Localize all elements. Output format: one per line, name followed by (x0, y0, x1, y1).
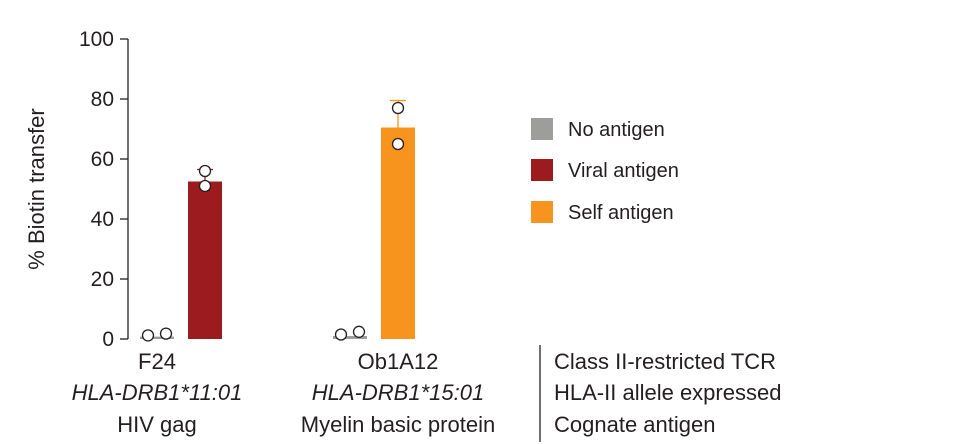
chart-legend: No antigen Viral antigen Self antigen (531, 118, 679, 224)
y-tick-label: 80 (91, 88, 114, 111)
legend-label: Viral antigen (568, 160, 679, 182)
data-point (159, 327, 173, 340)
legend-swatch (531, 201, 553, 223)
bar (333, 336, 367, 339)
row-label: HLA-II allele expressed (554, 380, 781, 405)
data-point (352, 325, 366, 338)
data-point (198, 179, 212, 193)
legend-label: No antigen (568, 119, 665, 141)
bar (140, 336, 174, 339)
category-label: Myelin basic protein (301, 412, 495, 437)
y-axis-label: % Biotin transfer (24, 108, 49, 269)
chart-bars (140, 99, 415, 342)
y-tick-label: 100 (79, 28, 114, 51)
y-tick-label: 60 (91, 148, 114, 171)
bar (188, 181, 222, 339)
y-tick-label: 20 (91, 268, 114, 291)
category-label: HIV gag (117, 412, 197, 437)
data-point (334, 328, 348, 341)
legend-label: Self antigen (568, 202, 674, 224)
legend-swatch (531, 159, 553, 181)
row-label: Cognate antigen (554, 412, 715, 437)
category-label: HLA-DRB1*11:01 (72, 380, 243, 405)
category-label: F24 (138, 349, 176, 374)
category-label: HLA-DRB1*15:01 (312, 380, 484, 405)
data-point (391, 137, 405, 151)
y-tick-label: 0 (102, 328, 114, 351)
chart-axes: 0 20 40 60 80 100 % Biotin transfer (24, 28, 129, 351)
data-point (141, 329, 155, 342)
row-label: Class II-restricted TCR (554, 349, 776, 374)
row-labels: Class II-restricted TCR HLA-II allele exp… (539, 345, 781, 442)
category-labels: F24 HLA-DRB1*11:01 HIV gag Ob1A12 HLA-DRB1*1… (72, 349, 496, 437)
legend-swatch (531, 118, 553, 140)
y-tick-label: 40 (91, 208, 114, 231)
data-point (198, 164, 212, 178)
category-label: Ob1A12 (358, 349, 439, 374)
data-point (391, 101, 405, 115)
bar (381, 127, 415, 339)
